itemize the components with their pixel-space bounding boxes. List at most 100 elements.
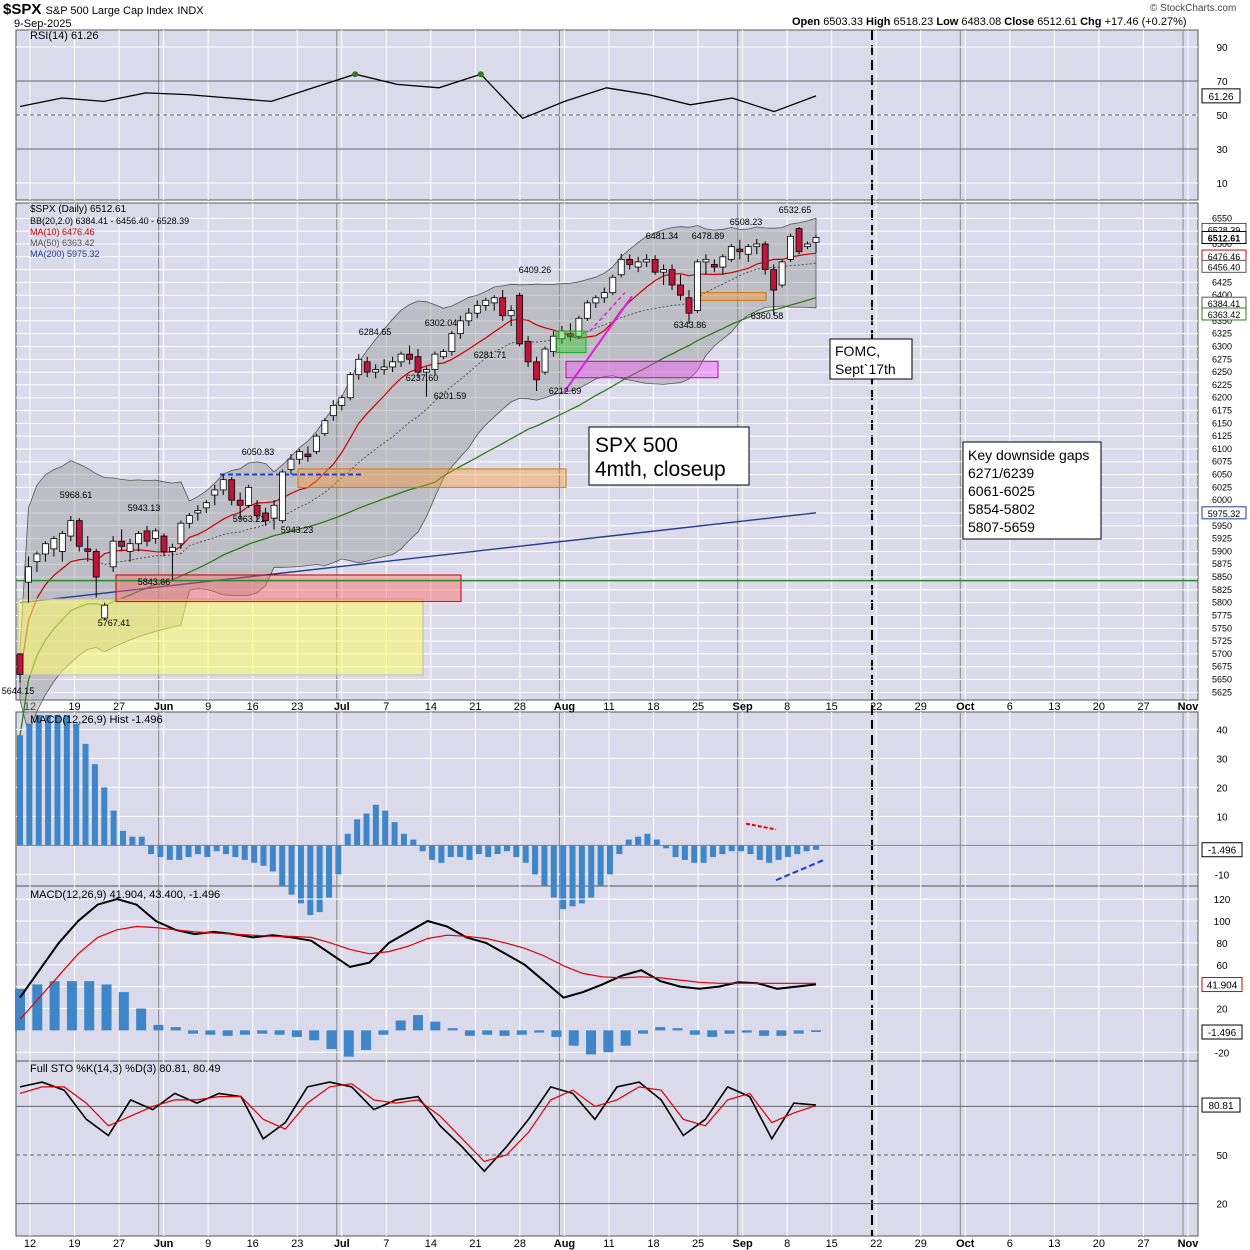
price-right-box — [1201, 307, 1247, 321]
candle-body — [473, 305, 481, 314]
macd-hist-bar — [464, 1030, 475, 1036]
x-tick-label: 6 — [1007, 1238, 1013, 1250]
high-label: High — [866, 16, 891, 28]
price-tick-label: 5725 — [1212, 636, 1232, 646]
macd-hist-bar — [499, 1030, 510, 1036]
price-tick-label: 6125 — [1212, 431, 1232, 441]
price-tick-label: 5900 — [1212, 546, 1232, 556]
hist-bar — [372, 804, 379, 846]
sto-last-box — [1201, 1097, 1241, 1113]
candle-body — [770, 269, 778, 291]
hist-bar — [241, 845, 248, 860]
annotation-box-spx — [588, 426, 750, 486]
x-tick-label: 22 — [870, 701, 882, 713]
close-value: 6512.61 — [1037, 16, 1078, 28]
x-tick-label: 27 — [113, 701, 125, 713]
x-tick-label: 27 — [1137, 1238, 1149, 1250]
hist-bar — [166, 845, 173, 860]
hist-bar — [382, 810, 389, 846]
x-tick-label: 16 — [247, 1238, 259, 1250]
macd-hist-bar — [188, 1030, 199, 1034]
candle-body — [761, 243, 769, 271]
candle-body — [592, 297, 600, 304]
candle-body — [355, 358, 363, 376]
macd-hist-bar — [15, 988, 25, 1031]
hist-bar — [391, 822, 398, 846]
price-tick-label: 5700 — [1212, 649, 1232, 659]
macd-hist-bar — [724, 1030, 735, 1034]
x-tick-label: 8 — [784, 1238, 790, 1250]
hist-bar — [719, 845, 726, 855]
price-legend-item: MA(50) 6363.42 — [30, 238, 95, 248]
candle-body — [440, 351, 447, 358]
hist-bar — [148, 845, 155, 855]
candle-body — [406, 353, 413, 360]
candle-body — [397, 353, 405, 363]
macd-last-box — [1201, 977, 1243, 993]
x-tick-label: 9 — [205, 701, 211, 713]
macd-hist-bar — [637, 1030, 648, 1034]
rsi-overbought-mark — [477, 71, 484, 78]
hist-bar — [784, 845, 791, 857]
hist-bar — [110, 810, 117, 846]
macd-tick-label: -20 — [1215, 1048, 1230, 1059]
hist-bar — [747, 845, 754, 855]
price-annotation: 5767.41 — [98, 618, 131, 628]
hist-bar — [223, 845, 230, 855]
price-tick-label: 5750 — [1212, 623, 1232, 633]
macd-tick-label: 120 — [1214, 895, 1231, 906]
x-tick-label: 7 — [383, 701, 389, 713]
candle-body — [804, 243, 811, 247]
macd-hist-bar — [378, 1030, 389, 1035]
x-tick-label: 28 — [514, 1238, 526, 1250]
macd-hist-bar — [118, 992, 129, 1031]
hist-bar — [606, 845, 613, 875]
candle-body — [126, 543, 134, 552]
candle-body — [219, 479, 227, 491]
candle-body — [617, 258, 625, 276]
price-tick-label: 6150 — [1212, 418, 1232, 428]
hist-bar — [251, 845, 258, 863]
x-tick-label: 18 — [647, 701, 659, 713]
hist-bar — [672, 845, 679, 857]
candle-body — [499, 297, 507, 317]
gap-box-6271-6239 — [565, 360, 719, 379]
highlight-box-green — [555, 330, 587, 354]
exchange: INDX — [177, 5, 204, 17]
hist-bar — [260, 845, 267, 866]
macd-tick-label: 20 — [1216, 1005, 1228, 1016]
gap-box-5854-5802 — [115, 574, 462, 603]
price-legend-item: MA(10) 6476.46 — [30, 227, 95, 237]
x-tick-label: Jul — [334, 701, 350, 713]
x-tick-label: 25 — [692, 701, 704, 713]
macd-tick-label: 80 — [1216, 939, 1228, 950]
candle-body — [346, 374, 354, 399]
macd-hist-bar — [361, 1030, 372, 1051]
hist-bar — [410, 839, 417, 846]
x-tick-label: 13 — [1048, 701, 1060, 713]
ohlc-readout: Open 6503.33 High 6518.23 Low 6483.08 Cl… — [792, 16, 1187, 28]
hist-bar — [616, 845, 623, 855]
x-tick-label: Nov — [1178, 701, 1200, 713]
macd-hist-bar — [309, 1030, 320, 1041]
candle-body — [609, 276, 617, 294]
candle-body — [524, 340, 532, 363]
price-right-label: 6528.39 — [1208, 225, 1241, 235]
macd-hist-bar — [413, 1015, 423, 1031]
hist-bar — [550, 845, 557, 898]
candle-body — [456, 320, 464, 335]
hist-bar — [560, 845, 567, 910]
x-tick-label: 9 — [205, 1238, 211, 1250]
x-tick-label: 14 — [425, 1238, 437, 1250]
macd-hist-bar — [707, 1030, 718, 1037]
low-value: 6483.08 — [961, 16, 1002, 28]
macd-hist-bar — [482, 1030, 493, 1035]
price-annotation: 6237.60 — [406, 373, 439, 383]
hist-bar — [569, 845, 576, 907]
price-tick-label: 6000 — [1212, 495, 1232, 505]
macd-hist-bar — [153, 1024, 164, 1031]
macd-hist-bar — [741, 1030, 752, 1033]
candle-body — [575, 317, 583, 337]
hist-bar — [503, 845, 510, 852]
